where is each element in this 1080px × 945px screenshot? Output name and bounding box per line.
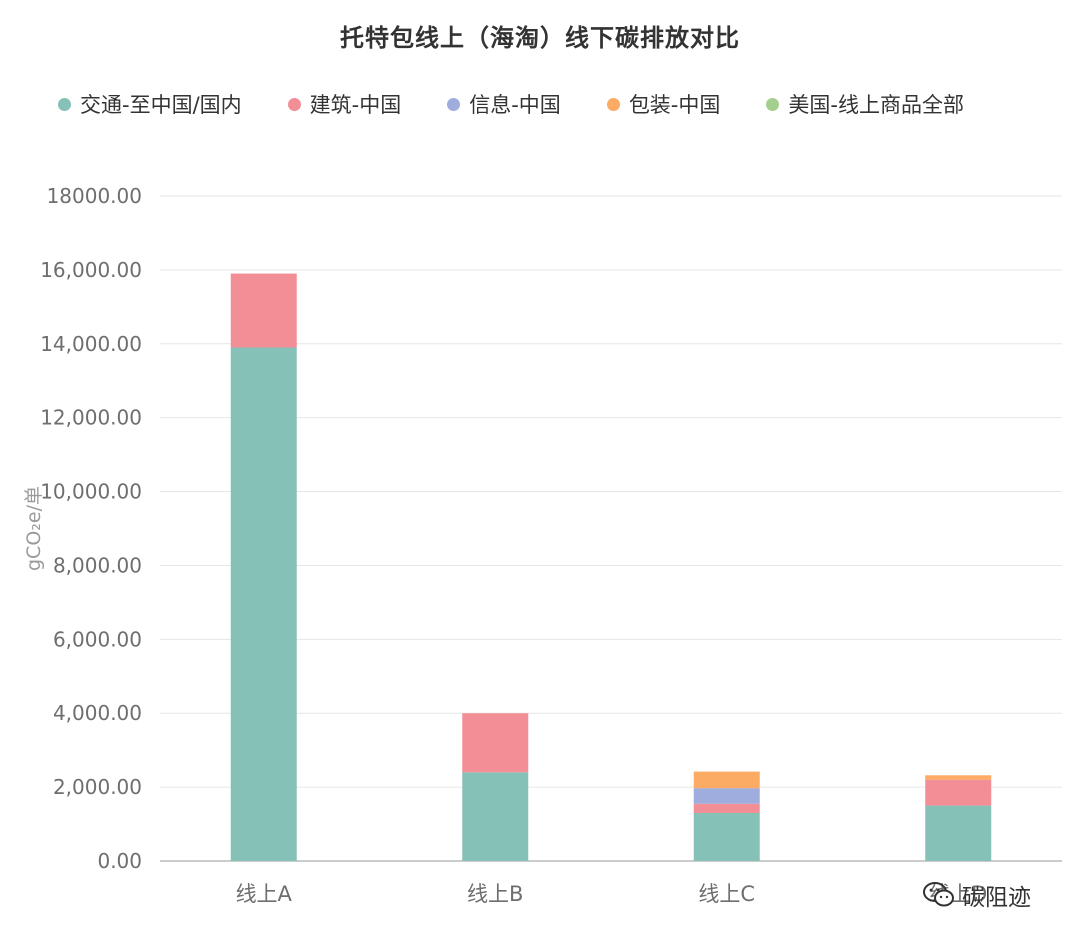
wechat-icon	[923, 882, 954, 907]
bar-segment	[925, 775, 992, 780]
bar-segment	[462, 713, 529, 773]
legend-item[interactable]: 交通-至中国/国内	[58, 89, 242, 119]
watermark-text: 碳阻迹	[962, 885, 1031, 911]
y-tick-label: 12,000.00	[40, 406, 142, 430]
bar-segment	[230, 347, 297, 861]
chart-title: 托特包线上（海淘）线下碳排放对比	[340, 24, 740, 52]
legend-marker	[58, 97, 71, 111]
y-tick-label: 18000.00	[47, 184, 142, 208]
legend-label: 信息-中国	[469, 93, 561, 117]
y-tick-label: 16,000.00	[40, 258, 142, 282]
bar-segment	[693, 803, 760, 813]
bar-segment	[693, 771, 760, 789]
watermark: 碳阻迹	[922, 878, 1031, 912]
y-tick-label: 4,000.00	[53, 701, 142, 725]
legend-marker	[287, 97, 301, 111]
bar-segment	[230, 273, 297, 348]
bar-segment	[693, 812, 760, 861]
y-axis-label: gCO₂e/单	[23, 486, 45, 571]
x-tick-label: 线上B	[467, 882, 523, 906]
legend: 交通-至中国/国内 建筑-中国 信息-中国 包装-中国 美国-线上商品全部	[58, 88, 964, 120]
legend-marker	[606, 97, 620, 111]
legend-label: 建筑-中国	[309, 93, 402, 117]
bar-segment	[693, 788, 760, 804]
x-tick-label: 线上A	[236, 882, 293, 906]
y-tick-label: 14,000.00	[40, 332, 142, 356]
bar-segment	[925, 779, 992, 806]
x-tick-label: 线上C	[698, 882, 755, 906]
y-tick-label: 2,000.00	[53, 775, 142, 799]
bar-segment	[462, 772, 529, 861]
legend-label: 交通-至中国/国内	[80, 93, 242, 117]
y-tick-label: 10,000.00	[40, 480, 142, 504]
legend-item[interactable]: 包装-中国	[606, 89, 721, 119]
legend-label: 美国-线上商品全部	[788, 93, 964, 117]
legend-item[interactable]: 建筑-中国	[287, 89, 402, 119]
legend-marker	[447, 97, 461, 111]
legend-label: 包装-中国	[628, 93, 721, 117]
legend-item[interactable]: 美国-线上商品全部	[766, 89, 964, 119]
y-tick-label: 6,000.00	[53, 627, 142, 651]
legend-item[interactable]: 信息-中国	[447, 89, 561, 119]
y-tick-label: 0.00	[97, 849, 142, 873]
bar-segment	[925, 805, 992, 861]
legend-marker	[766, 97, 780, 111]
y-tick-label: 8,000.00	[53, 553, 142, 577]
